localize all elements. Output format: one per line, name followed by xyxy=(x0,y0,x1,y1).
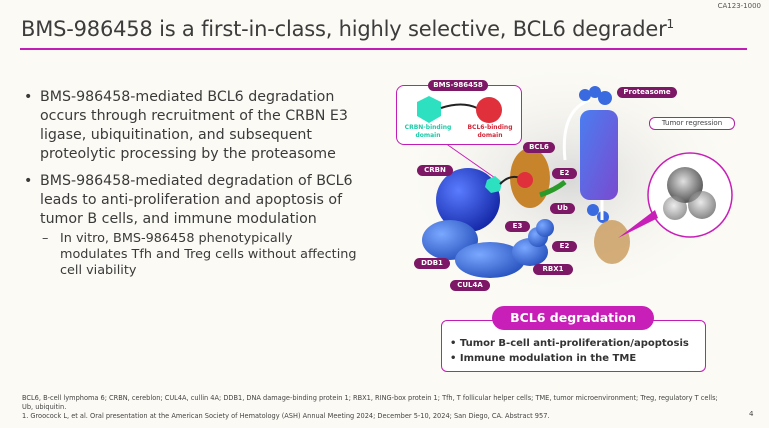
degradation-item: Immune modulation in the TME xyxy=(450,351,689,366)
label-ddb1: DDB1 xyxy=(414,258,450,269)
degradation-item: Tumor B-cell anti-proliferation/apoptosi… xyxy=(450,336,689,351)
crbn-protein xyxy=(436,168,500,232)
degradation-heading: BCL6 degradation xyxy=(492,306,654,330)
crbn-domain-label: CRBN-binding domain xyxy=(404,124,452,139)
linker xyxy=(440,103,478,109)
label-rbx1: RBX1 xyxy=(533,264,573,275)
label-e2-bottom: E2 xyxy=(552,241,577,252)
bcl6-domain-label: BCL6-binding domain xyxy=(467,124,513,139)
label-e3: E3 xyxy=(505,221,530,232)
abbreviations: BCL6, B-cell lymphoma 6; CRBN, cereblon;… xyxy=(22,394,718,411)
document-code: CA123-1000 xyxy=(717,2,761,10)
label-bcl6: BCL6 xyxy=(523,142,555,153)
crbn-binding-domain-icon xyxy=(417,96,441,123)
molecule-inset: CRBN-binding domain BCL6-binding domain xyxy=(396,85,522,145)
bullet-item: BMS-986458-mediated BCL6 degradation occ… xyxy=(22,88,362,164)
label-e2-top: E2 xyxy=(552,168,577,179)
title-underline xyxy=(20,48,747,50)
bullet-item: BMS-986458-mediated degradation of BCL6 … xyxy=(22,172,362,279)
bullet-text: BMS-986458-mediated BCL6 degradation occ… xyxy=(40,89,348,162)
page-title: BMS-986458 is a first-in-class, highly s… xyxy=(21,17,674,41)
bcl6-binding-domain-icon xyxy=(517,172,533,188)
label-proteasome: Proteasome xyxy=(617,87,677,98)
ubiquitin-chain xyxy=(539,180,567,198)
bullet-list: BMS-986458-mediated BCL6 degradation occ… xyxy=(22,88,362,287)
bcl6-binding-domain-icon xyxy=(476,97,502,123)
arrow-to-proteasome xyxy=(562,98,591,161)
label-tumor-regression: Tumor regression xyxy=(649,117,735,130)
bullet-text: BMS-986458-mediated degradation of BCL6 … xyxy=(40,173,353,227)
degraded-fragments xyxy=(594,220,630,264)
label-ub: Ub xyxy=(550,203,575,214)
reference: 1. Groocock L, et al. Oral presentation … xyxy=(22,412,550,420)
label-bms-986458: BMS-986458 xyxy=(428,80,488,91)
label-cul4a: CUL4A xyxy=(450,280,490,291)
page-number: 4 xyxy=(749,410,754,418)
label-crbn: CRBN xyxy=(417,165,453,176)
crbn-binding-domain-icon xyxy=(485,176,502,193)
footnotes: BCL6, B-cell lymphoma 6; CRBN, cereblon;… xyxy=(22,394,722,421)
cul4a-ddb1-complex xyxy=(422,219,554,278)
title-text: BMS-986458 is a first-in-class, highly s… xyxy=(21,17,667,41)
sub-bullet: In vitro, BMS-986458 phenotypically modu… xyxy=(40,231,362,279)
title-superscript: 1 xyxy=(666,17,675,31)
degradation-list: Tumor B-cell anti-proliferation/apoptosi… xyxy=(450,336,689,366)
pointer xyxy=(618,210,658,238)
